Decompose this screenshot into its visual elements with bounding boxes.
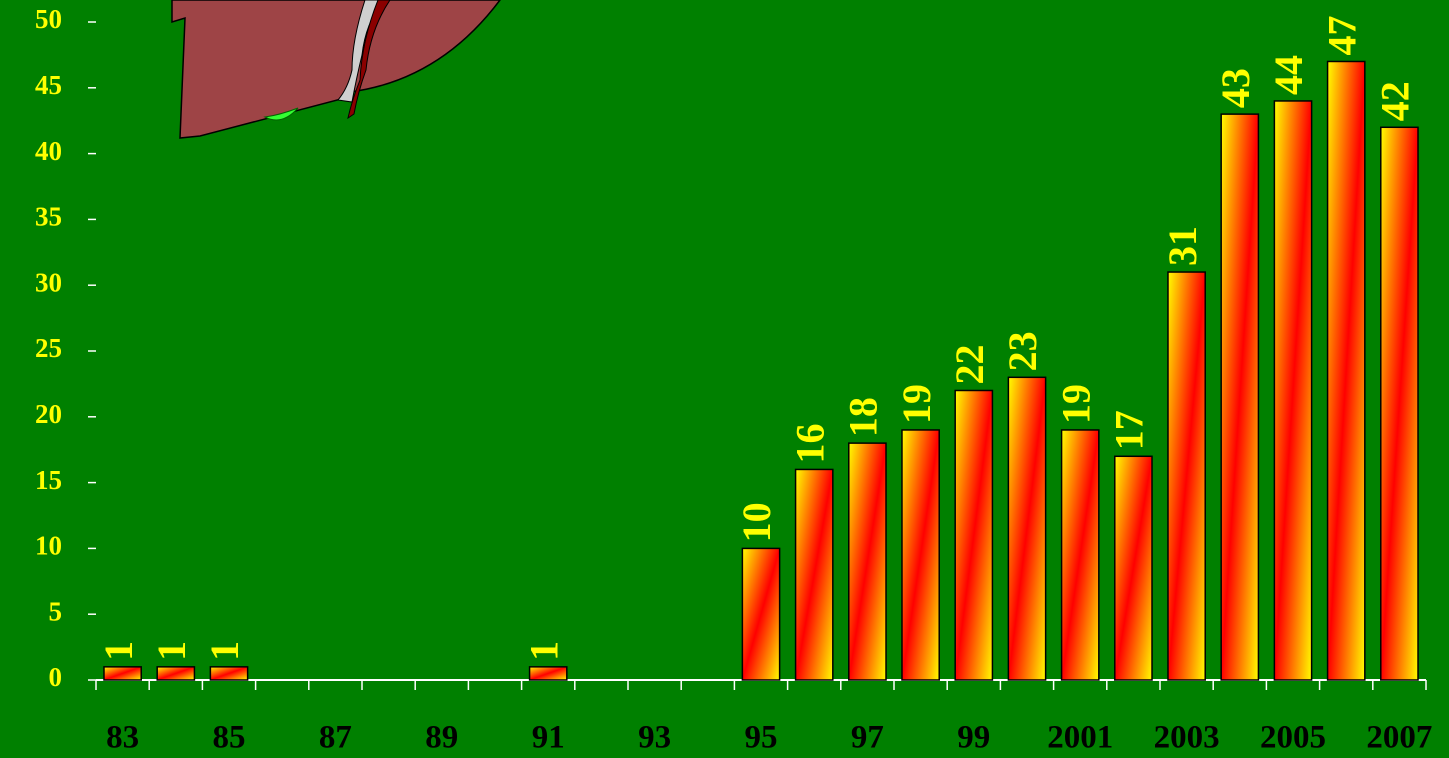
y-tick-label: 40: [35, 136, 62, 166]
value-label: 44: [1266, 55, 1311, 95]
y-tick-label: 35: [35, 202, 62, 232]
bar: [901, 429, 940, 681]
y-tick-label: 10: [35, 531, 62, 561]
bar: [1007, 376, 1047, 681]
x-tick-label: 87: [319, 720, 352, 756]
x-tick-label: 2005: [1260, 720, 1326, 756]
x-tick-label: 2007: [1366, 720, 1432, 756]
value-label: 1: [202, 641, 247, 661]
value-label: 1: [96, 641, 141, 661]
bar: [209, 666, 249, 681]
bar: [1273, 100, 1313, 681]
bar: [848, 442, 887, 681]
value-label: 16: [787, 423, 832, 463]
y-tick-label: 15: [35, 465, 62, 495]
y-tick-label: 0: [49, 662, 63, 692]
bar: [794, 468, 834, 681]
value-label: 31: [1160, 226, 1205, 266]
x-tick-label: 95: [745, 720, 778, 756]
y-tick-label: 5: [49, 596, 63, 626]
bar: [1326, 60, 1366, 681]
y-tick-label: 25: [35, 333, 62, 363]
value-label: 1: [149, 641, 194, 661]
bar: [528, 666, 568, 681]
bar: [1114, 455, 1153, 681]
x-tick-label: 93: [638, 720, 671, 756]
ligament: [337, 0, 386, 103]
value-label: 23: [1000, 331, 1045, 371]
value-label: 17: [1107, 410, 1152, 450]
bar: [1167, 271, 1206, 681]
value-label: 47: [1319, 15, 1364, 55]
y-tick-label: 45: [35, 70, 62, 100]
x-tick-label: 2003: [1154, 720, 1220, 756]
x-tick-label: 99: [957, 720, 990, 756]
bar: [741, 547, 781, 681]
value-label: 19: [894, 384, 939, 424]
bar: [1380, 126, 1419, 681]
y-tick-label: 20: [35, 399, 62, 429]
gallbladder: [263, 107, 299, 121]
value-label: 10: [734, 502, 779, 542]
x-tick-label: 85: [213, 720, 246, 756]
bar: [156, 666, 196, 681]
bar: [954, 389, 994, 681]
bar: [103, 666, 142, 681]
vessel: [347, 0, 391, 120]
x-tick-label: 91: [532, 720, 565, 756]
bar: [1060, 429, 1100, 681]
y-tick-label: 50: [35, 4, 62, 34]
liver-illustration: [171, 0, 501, 139]
x-tick-label: 83: [106, 720, 139, 756]
x-tick-label: 89: [425, 720, 458, 756]
value-label: 18: [841, 397, 886, 437]
x-tick-label: 97: [851, 720, 884, 756]
y-tick-label: 30: [35, 267, 62, 297]
value-label: 42: [1373, 81, 1418, 121]
value-label: 1: [521, 641, 566, 661]
value-label: 22: [947, 344, 992, 384]
bar: [1220, 113, 1260, 681]
x-tick-label: 2001: [1047, 720, 1113, 756]
value-label: 19: [1053, 384, 1098, 424]
value-label: 43: [1213, 68, 1258, 108]
